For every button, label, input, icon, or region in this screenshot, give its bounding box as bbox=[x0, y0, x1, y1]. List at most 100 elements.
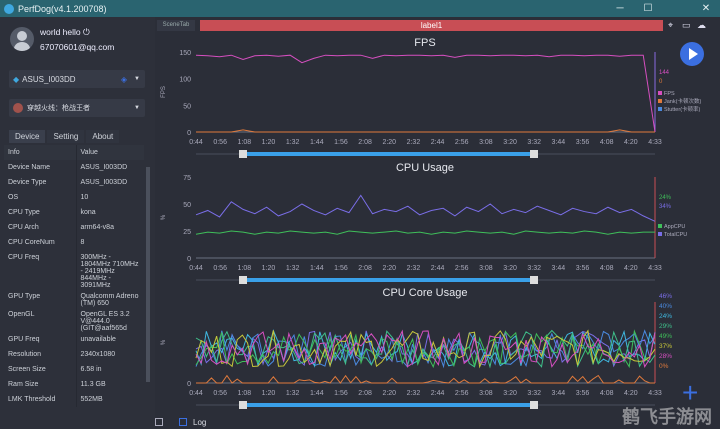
x-tick-label: 1:20 bbox=[262, 390, 276, 397]
left-panel: world hello ⏻ 67070601@qq.com ◆ ASUS_I00… bbox=[0, 17, 155, 429]
x-tick-label: 2:32 bbox=[407, 390, 421, 397]
table-row: Resolution 2340x1080 bbox=[4, 347, 144, 362]
legend-swatch bbox=[658, 91, 662, 95]
x-tick-label: 0:44 bbox=[189, 265, 203, 272]
x-tick-label: 3:20 bbox=[503, 390, 517, 397]
info-value: 300MHz - 1804MHz 710MHz - 2419MHz 844MHz… bbox=[80, 254, 139, 289]
info-value: 552MB bbox=[80, 396, 103, 403]
core-line-5 bbox=[195, 329, 656, 369]
x-tick-label: 2:56 bbox=[455, 265, 469, 272]
maximize-button[interactable]: ☐ bbox=[643, 3, 653, 14]
y-tick-label: 0 bbox=[187, 381, 191, 388]
chevron-down-icon: ▼ bbox=[134, 76, 140, 82]
legend-value: 40% bbox=[659, 303, 672, 310]
device-info-table: Info Value Device Name ASUS_I003DD Device Ty… bbox=[4, 145, 144, 407]
tab-about[interactable]: About bbox=[86, 130, 120, 143]
x-tick-label: 3:32 bbox=[527, 265, 541, 272]
info-value: 2340x1080 bbox=[80, 351, 116, 358]
chart-title: CPU Core Usage bbox=[383, 287, 468, 299]
range-start-handle[interactable] bbox=[239, 401, 247, 409]
table-row: OpenGL OpenGL ES 3.2 V@444.0 (GIT@aaf565d bbox=[4, 307, 144, 332]
info-scrollbar[interactable] bbox=[146, 167, 150, 382]
close-button[interactable]: ✕ bbox=[701, 3, 711, 14]
x-tick-label: 4:20 bbox=[624, 265, 638, 272]
x-tick-label: 0:44 bbox=[189, 390, 203, 397]
range-start-handle[interactable] bbox=[239, 276, 247, 284]
legend-value: 24% bbox=[659, 313, 672, 320]
x-tick-label: 1:56 bbox=[334, 265, 348, 272]
info-value: ASUS_I003DD bbox=[80, 179, 128, 186]
x-tick-label: 3:20 bbox=[503, 265, 517, 272]
series-line-fps bbox=[195, 54, 656, 133]
x-tick-label: 3:08 bbox=[479, 390, 493, 397]
x-tick-label: 3:44 bbox=[552, 390, 566, 397]
y-tick-label: 0 bbox=[187, 256, 191, 263]
x-tick-label: 1:32 bbox=[286, 139, 300, 146]
range-end-handle[interactable] bbox=[530, 276, 538, 284]
core-line-6 bbox=[195, 329, 656, 368]
x-tick-label: 1:56 bbox=[334, 390, 348, 397]
series-line-appcpu bbox=[195, 230, 655, 235]
folder-icon[interactable]: ▭ bbox=[682, 20, 691, 30]
play-button[interactable] bbox=[680, 42, 704, 66]
x-tick-label: 4:33 bbox=[648, 139, 662, 146]
x-tick-label: 4:08 bbox=[600, 265, 614, 272]
device-select[interactable]: ◆ ASUS_I003DD ◈ ▼ bbox=[9, 70, 145, 88]
legend-swatch bbox=[658, 99, 662, 103]
x-tick-label: 2:44 bbox=[431, 265, 445, 272]
tab-setting[interactable]: Setting bbox=[47, 130, 85, 143]
legend-value: 49% bbox=[659, 333, 672, 340]
power-icon[interactable]: ⏻ bbox=[83, 27, 90, 37]
wifi-connection-icon[interactable]: ◈ bbox=[120, 74, 127, 84]
cloud-icon[interactable]: ☁ bbox=[697, 20, 706, 30]
x-tick-label: 3:44 bbox=[552, 265, 566, 272]
y-tick-label: 100 bbox=[179, 77, 191, 84]
range-start-handle[interactable] bbox=[239, 150, 247, 158]
chart-2 bbox=[195, 302, 656, 409]
device-icon: ◆ bbox=[13, 74, 20, 84]
table-row: CPU Freq 300MHz - 1804MHz 710MHz - 2419MH… bbox=[4, 250, 144, 289]
table-row: GPU Type Qualcomm Adreno (TM) 650 bbox=[4, 289, 144, 307]
table-row: LMK Threshold 552MB bbox=[4, 392, 144, 407]
screenshot-icon[interactable] bbox=[155, 418, 163, 426]
legend-value: 37% bbox=[659, 343, 672, 350]
x-tick-label: 2:32 bbox=[407, 139, 421, 146]
info-value: Qualcomm Adreno (TM) 650 bbox=[80, 293, 139, 307]
x-tick-label: 4:20 bbox=[624, 390, 638, 397]
add-chart-button[interactable]: + bbox=[682, 377, 699, 408]
app-select[interactable]: 穿越火线：枪战王者 ▼ bbox=[9, 99, 145, 117]
table-row: CPU Type kona bbox=[4, 205, 144, 220]
core-line-1 bbox=[195, 329, 656, 369]
legend-value: 34% bbox=[659, 204, 672, 210]
info-value: ASUS_I003DD bbox=[80, 164, 128, 171]
range-selection[interactable] bbox=[242, 278, 534, 282]
app-select-value: 穿越火线：枪战王者 bbox=[27, 105, 90, 112]
info-key: OpenGL bbox=[4, 307, 77, 332]
location-icon[interactable]: ⌖ bbox=[668, 20, 674, 30]
tab-device[interactable]: Device bbox=[9, 130, 46, 143]
minimize-button[interactable]: ─ bbox=[616, 3, 624, 14]
label-bar[interactable]: label1 bbox=[200, 20, 663, 31]
range-selection[interactable] bbox=[242, 403, 534, 407]
range-end-handle[interactable] bbox=[530, 401, 538, 409]
avatar[interactable] bbox=[10, 27, 34, 51]
chart-0 bbox=[195, 52, 662, 158]
range-end-handle[interactable] bbox=[530, 150, 538, 158]
chart-title: CPU Usage bbox=[396, 162, 454, 174]
log-checkbox[interactable] bbox=[179, 418, 187, 426]
table-row: Device Name ASUS_I003DD bbox=[4, 160, 144, 175]
x-tick-label: 2:44 bbox=[431, 139, 445, 146]
scene-tab[interactable]: SceneTab bbox=[157, 20, 195, 31]
legend-swatch bbox=[658, 107, 662, 111]
x-tick-label: 2:20 bbox=[382, 139, 396, 146]
x-tick-label: 1:32 bbox=[286, 265, 300, 272]
range-selection[interactable] bbox=[242, 152, 534, 156]
x-tick-label: 0:56 bbox=[213, 390, 227, 397]
info-value: kona bbox=[80, 209, 96, 216]
x-tick-label: 3:44 bbox=[552, 139, 566, 146]
info-key: Device Name bbox=[4, 160, 77, 175]
x-tick-label: 4:20 bbox=[624, 139, 638, 146]
x-tick-label: 2:20 bbox=[382, 265, 396, 272]
info-key: Ram Size bbox=[4, 377, 77, 392]
x-tick-label: 1:56 bbox=[334, 139, 348, 146]
